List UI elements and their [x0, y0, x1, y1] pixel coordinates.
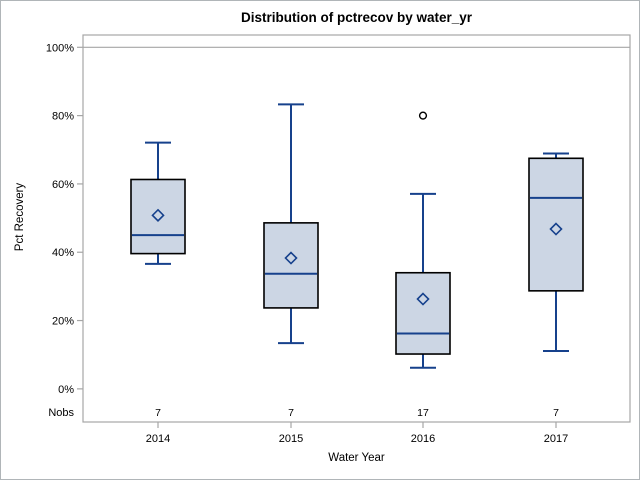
nobs-value: 7: [553, 407, 559, 419]
mean-marker: [549, 222, 563, 236]
y-tick-label: 20%: [52, 316, 74, 328]
box-2014: [130, 178, 186, 255]
mean-marker: [284, 251, 298, 265]
x-tick-label: 2015: [279, 433, 303, 445]
y-tick-label: 100%: [46, 42, 74, 54]
outlier-marker: [418, 111, 428, 120]
x-axis-title: Water Year: [328, 452, 385, 464]
x-tick-label: 2016: [411, 433, 435, 445]
plot-frame: [82, 34, 631, 423]
x-tick-label: 2017: [544, 433, 568, 445]
y-tick-label: 40%: [52, 247, 74, 259]
mean-marker: [416, 292, 430, 306]
mean-marker: [151, 208, 165, 222]
box-2015: [263, 222, 319, 309]
x-tick-label: 2014: [146, 433, 170, 445]
box-2016: [395, 271, 451, 355]
nobs-value: 7: [288, 407, 294, 419]
chart-title: Distribution of pctrecov by water_yr: [240, 10, 473, 25]
y-tick-label: 0%: [58, 384, 74, 396]
nobs-value: 7: [155, 407, 161, 419]
y-tick-label: 60%: [52, 179, 74, 191]
nobs-row-label: Nobs: [48, 407, 74, 419]
nobs-value: 17: [417, 407, 429, 419]
y-tick-label: 80%: [52, 111, 74, 123]
